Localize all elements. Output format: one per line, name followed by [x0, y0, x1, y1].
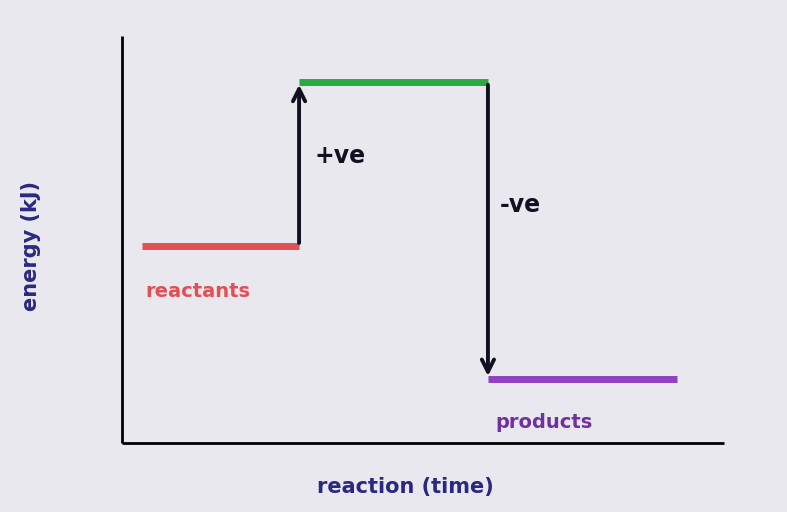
Text: +ve: +ve — [315, 144, 366, 168]
Text: energy (kJ): energy (kJ) — [21, 181, 42, 311]
Text: reaction (time): reaction (time) — [317, 477, 493, 497]
Text: products: products — [496, 413, 593, 432]
Text: -ve: -ve — [500, 193, 541, 217]
Text: reactants: reactants — [146, 282, 250, 302]
